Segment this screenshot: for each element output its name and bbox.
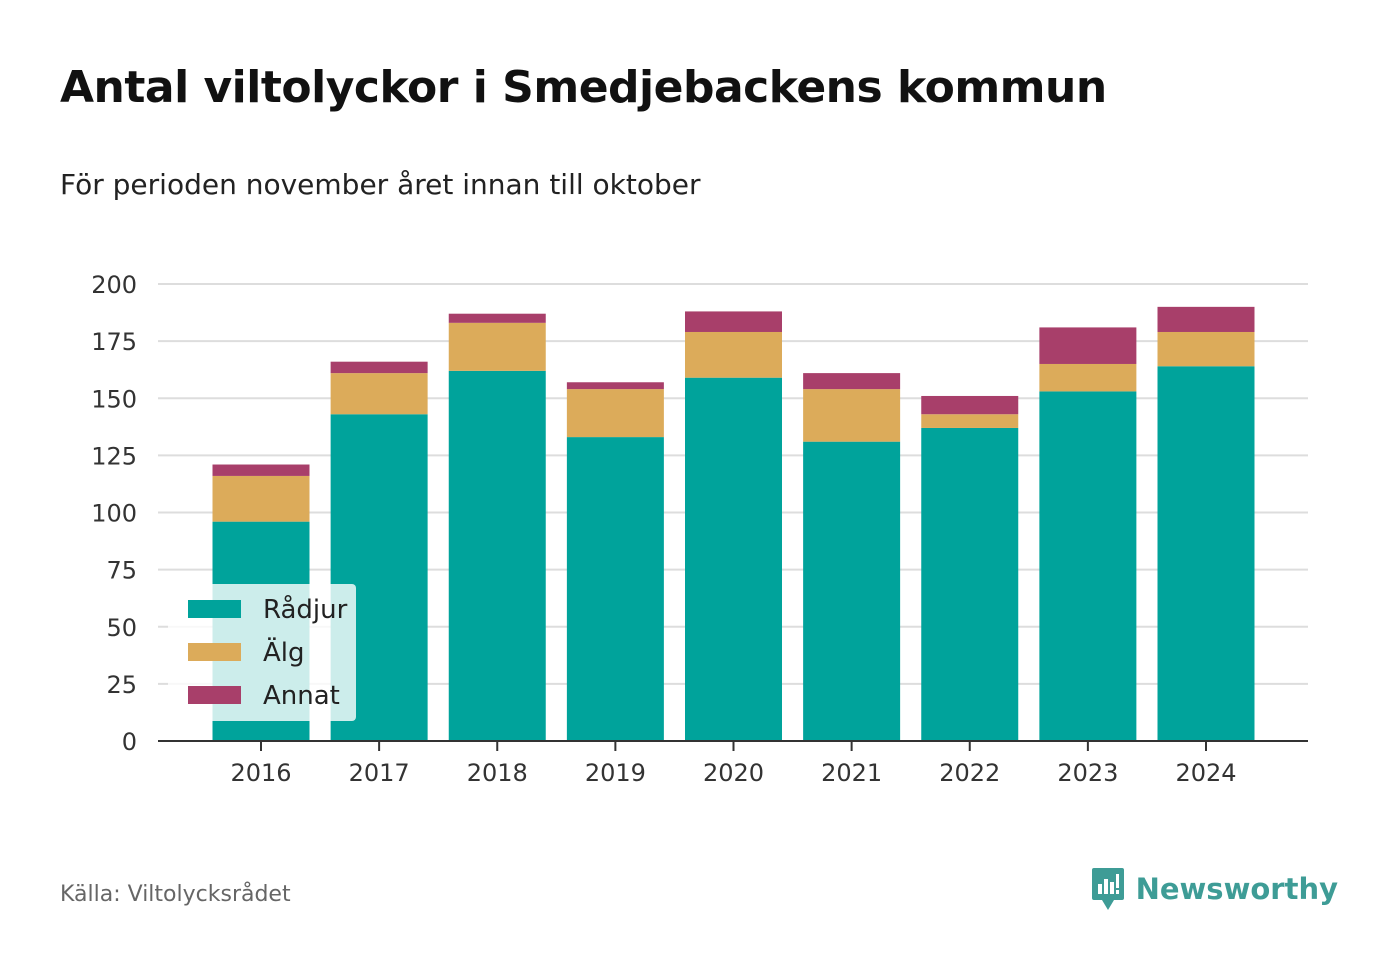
bar-segment <box>685 377 782 741</box>
bar-segment <box>330 361 428 374</box>
legend-swatch <box>188 686 241 704</box>
bar-segment <box>212 475 310 522</box>
bars <box>212 306 1255 741</box>
bar-segment <box>803 441 901 741</box>
bar-segment <box>1039 391 1137 741</box>
x-tick-label: 2017 <box>349 759 410 787</box>
newsworthy-logo-icon <box>1091 868 1124 910</box>
x-tick-label: 2022 <box>939 759 1000 787</box>
bar-segment <box>448 370 546 741</box>
bar-segment <box>803 373 901 390</box>
y-tick-label: 200 <box>91 271 137 299</box>
bar-segment <box>921 395 1019 415</box>
y-tick-label: 25 <box>106 671 137 699</box>
y-tick-label: 50 <box>106 614 137 642</box>
bar-segment <box>685 311 782 332</box>
x-tick-label: 2020 <box>703 759 764 787</box>
legend-label: Annat <box>263 681 340 711</box>
bar-segment <box>448 322 546 371</box>
chart-title: Antal viltolyckor i Smedjebackens kommun <box>60 62 1107 113</box>
y-tick-label: 175 <box>91 328 137 356</box>
legend-label: Älg <box>263 636 305 668</box>
x-tick-label: 2016 <box>230 759 291 787</box>
bar-segment <box>1157 331 1255 367</box>
x-tick-label: 2019 <box>585 759 646 787</box>
legend-swatch <box>188 643 241 661</box>
bar-segment <box>921 427 1019 741</box>
legend-label: Rådjur <box>263 594 348 625</box>
bar-segment <box>448 313 546 323</box>
y-tick-label: 0 <box>122 728 137 756</box>
bar-segment <box>566 437 664 741</box>
bar-segment <box>1157 366 1255 741</box>
bar-segment <box>921 414 1019 428</box>
axes: 0 25 50 75 100 125 150 175 200 2016 2017 2018 2019 20… <box>91 271 1308 787</box>
x-tick-label: 2024 <box>1175 759 1236 787</box>
bar-segment <box>566 389 664 438</box>
x-tick-label: 2023 <box>1057 759 1118 787</box>
source-note: Källa: Viltolycksrådet <box>60 882 291 907</box>
bar-segment <box>212 464 310 476</box>
y-tick-label: 100 <box>91 500 137 528</box>
legend: Rådjur Älg Annat <box>168 584 356 721</box>
brand-name: Newsworthy <box>1135 872 1338 906</box>
bar-segment <box>803 389 901 442</box>
bar-segment <box>685 331 782 378</box>
y-tick-label: 125 <box>91 442 137 470</box>
bar-segment <box>1039 327 1137 364</box>
y-tick-label: 75 <box>106 557 137 585</box>
bar-segment <box>1157 306 1255 332</box>
bar-segment <box>330 373 428 415</box>
y-tick-label: 150 <box>91 385 137 413</box>
x-tick-label: 2021 <box>821 759 882 787</box>
legend-swatch <box>188 600 241 618</box>
bar-segment <box>1039 363 1137 392</box>
chart-subtitle: För perioden november året innan till ok… <box>60 168 701 201</box>
bar-segment <box>566 382 664 390</box>
x-tick-label: 2018 <box>467 759 528 787</box>
brand-logo: Newsworthy <box>1090 866 1338 912</box>
